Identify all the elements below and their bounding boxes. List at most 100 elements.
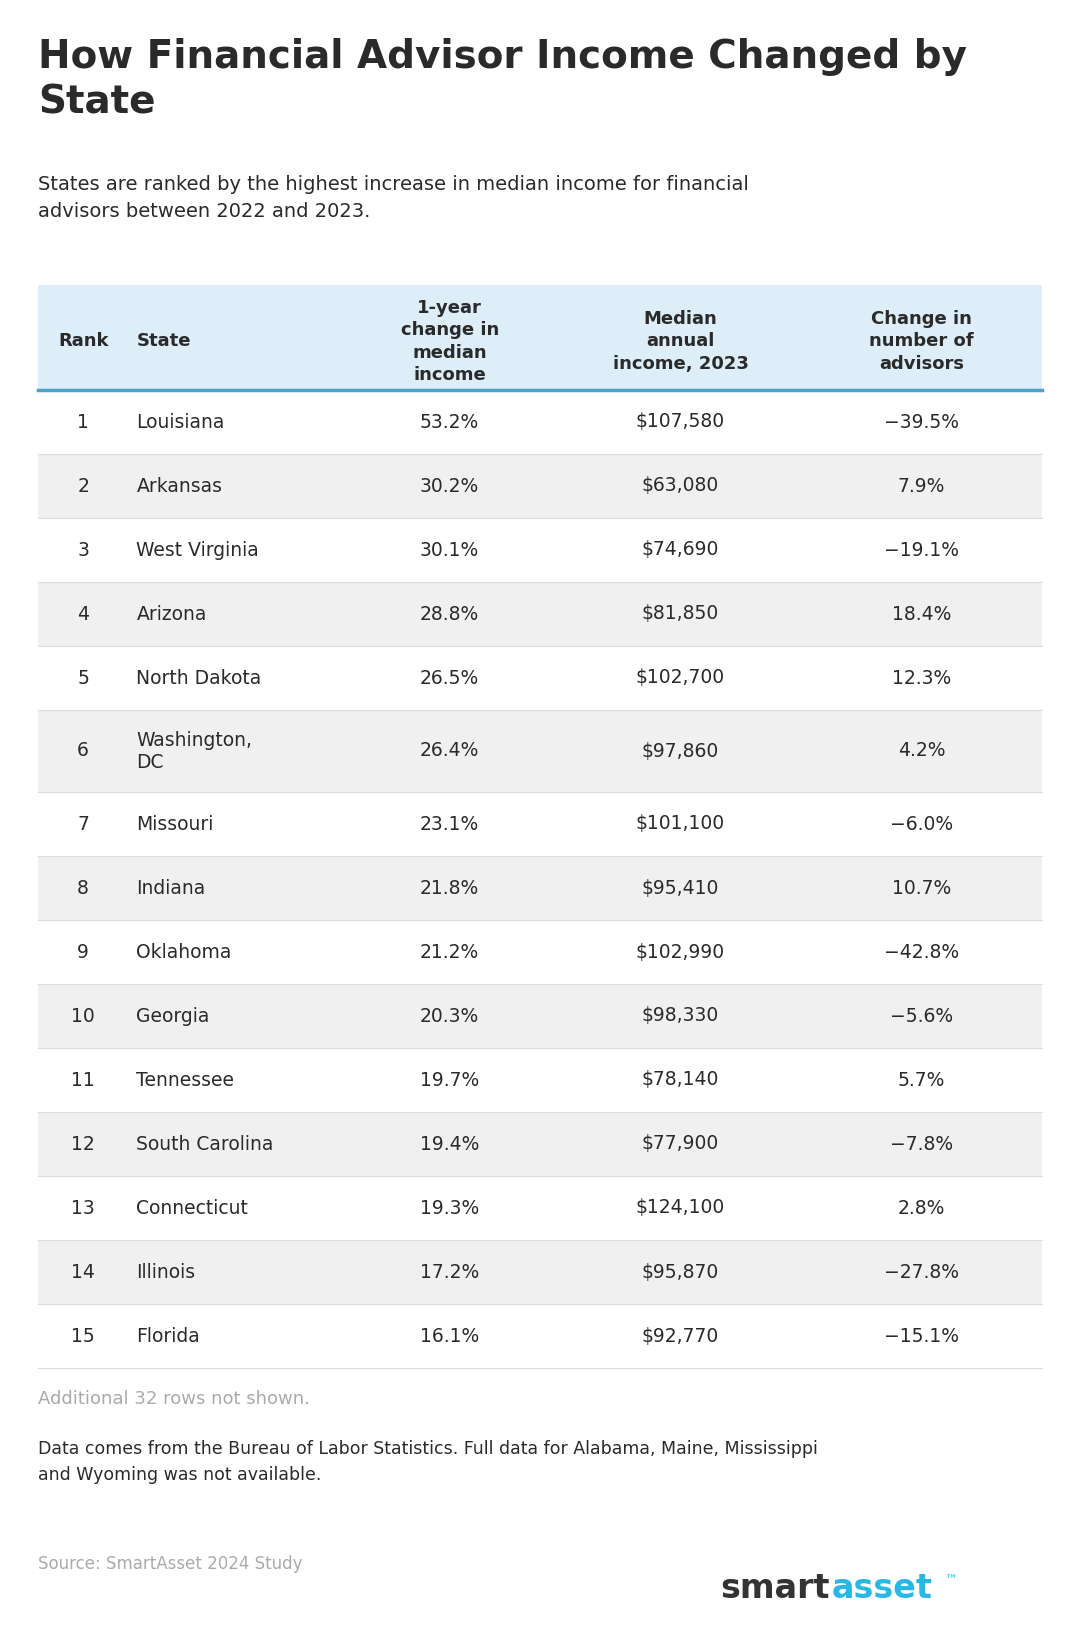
Bar: [38, 646, 1042, 711]
Text: 21.2%: 21.2%: [420, 943, 480, 961]
Text: 19.4%: 19.4%: [420, 1135, 480, 1153]
Text: $124,100: $124,100: [636, 1198, 725, 1218]
Text: 7.9%: 7.9%: [897, 476, 945, 496]
Text: 14: 14: [71, 1262, 95, 1281]
Bar: [38, 920, 1042, 984]
Text: 2.8%: 2.8%: [897, 1198, 945, 1218]
Text: Arizona: Arizona: [136, 605, 206, 623]
Bar: [38, 1176, 1042, 1241]
Bar: [38, 792, 1042, 855]
Text: $102,700: $102,700: [636, 668, 725, 688]
Text: 11: 11: [71, 1070, 95, 1089]
Text: South Carolina: South Carolina: [136, 1135, 273, 1153]
Bar: [38, 1241, 1042, 1304]
Text: 4: 4: [77, 605, 90, 623]
Text: 12.3%: 12.3%: [892, 668, 951, 688]
Text: $97,860: $97,860: [642, 741, 719, 761]
Text: North Dakota: North Dakota: [136, 668, 261, 688]
Text: −19.1%: −19.1%: [885, 540, 959, 559]
Text: State: State: [136, 332, 191, 351]
Bar: [38, 454, 1042, 519]
Text: 10: 10: [71, 1006, 95, 1026]
Text: 28.8%: 28.8%: [420, 605, 480, 623]
Text: 13: 13: [71, 1198, 95, 1218]
Bar: [38, 582, 1042, 646]
Text: 26.4%: 26.4%: [420, 741, 480, 761]
Text: −7.8%: −7.8%: [890, 1135, 953, 1153]
Bar: [38, 711, 1042, 792]
Text: 18.4%: 18.4%: [892, 605, 951, 623]
Text: Louisiana: Louisiana: [136, 413, 225, 431]
Text: Connecticut: Connecticut: [136, 1198, 248, 1218]
Text: 15: 15: [71, 1327, 95, 1345]
Text: 30.2%: 30.2%: [420, 476, 480, 496]
Text: 6: 6: [78, 741, 90, 761]
Text: $81,850: $81,850: [642, 605, 719, 623]
Bar: [38, 855, 1042, 920]
Text: asset: asset: [832, 1572, 933, 1605]
Text: Indiana: Indiana: [136, 878, 205, 898]
Text: 16.1%: 16.1%: [420, 1327, 480, 1345]
Text: 21.8%: 21.8%: [420, 878, 480, 898]
Bar: [38, 1304, 1042, 1367]
Text: Florida: Florida: [136, 1327, 200, 1345]
Text: Rank: Rank: [58, 332, 108, 351]
Text: Washington,
DC: Washington, DC: [136, 730, 253, 771]
Bar: [38, 1112, 1042, 1176]
Text: How Financial Advisor Income Changed by
State: How Financial Advisor Income Changed by …: [38, 37, 967, 122]
Text: Georgia: Georgia: [136, 1006, 210, 1026]
Text: $95,870: $95,870: [642, 1262, 719, 1281]
Bar: [38, 285, 1042, 390]
Text: 19.7%: 19.7%: [420, 1070, 480, 1089]
Text: $95,410: $95,410: [642, 878, 719, 898]
Text: −39.5%: −39.5%: [885, 413, 959, 431]
Text: 12: 12: [71, 1135, 95, 1153]
Text: 26.5%: 26.5%: [420, 668, 480, 688]
Text: West Virginia: West Virginia: [136, 540, 259, 559]
Text: Illinois: Illinois: [136, 1262, 195, 1281]
Text: −42.8%: −42.8%: [883, 943, 959, 961]
Text: −6.0%: −6.0%: [890, 815, 953, 834]
Text: −27.8%: −27.8%: [885, 1262, 959, 1281]
Text: Tennessee: Tennessee: [136, 1070, 234, 1089]
Text: $107,580: $107,580: [636, 413, 725, 431]
Text: 1-year
change in
median
income: 1-year change in median income: [401, 299, 499, 384]
Text: Data comes from the Bureau of Labor Statistics. Full data for Alabama, Maine, Mi: Data comes from the Bureau of Labor Stat…: [38, 1441, 818, 1483]
Text: 30.1%: 30.1%: [420, 540, 480, 559]
Text: Missouri: Missouri: [136, 815, 214, 834]
Text: 4.2%: 4.2%: [897, 741, 945, 761]
Text: 5: 5: [78, 668, 90, 688]
Text: 8: 8: [78, 878, 90, 898]
Text: $98,330: $98,330: [642, 1006, 719, 1026]
Text: 5.7%: 5.7%: [897, 1070, 945, 1089]
Bar: [38, 984, 1042, 1049]
Text: Oklahoma: Oklahoma: [136, 943, 232, 961]
Text: $102,990: $102,990: [636, 943, 725, 961]
Text: −5.6%: −5.6%: [890, 1006, 953, 1026]
Text: ™: ™: [944, 1574, 957, 1587]
Text: 10.7%: 10.7%: [892, 878, 951, 898]
Text: Change in
number of
advisors: Change in number of advisors: [869, 311, 974, 372]
Text: Median
annual
income, 2023: Median annual income, 2023: [612, 311, 748, 372]
Text: smart: smart: [720, 1572, 829, 1605]
Text: 20.3%: 20.3%: [420, 1006, 480, 1026]
Text: 9: 9: [78, 943, 90, 961]
Text: 1: 1: [78, 413, 90, 431]
Text: −15.1%: −15.1%: [885, 1327, 959, 1345]
Text: Arkansas: Arkansas: [136, 476, 222, 496]
Bar: [38, 1049, 1042, 1112]
Text: 3: 3: [78, 540, 90, 559]
Text: 19.3%: 19.3%: [420, 1198, 480, 1218]
Bar: [38, 519, 1042, 582]
Text: $77,900: $77,900: [642, 1135, 719, 1153]
Text: $63,080: $63,080: [642, 476, 719, 496]
Text: $74,690: $74,690: [642, 540, 719, 559]
Text: 17.2%: 17.2%: [420, 1262, 480, 1281]
Text: 2: 2: [78, 476, 90, 496]
Text: 23.1%: 23.1%: [420, 815, 480, 834]
Bar: [38, 390, 1042, 454]
Text: Additional 32 rows not shown.: Additional 32 rows not shown.: [38, 1390, 310, 1408]
Text: $101,100: $101,100: [636, 815, 725, 834]
Text: $92,770: $92,770: [642, 1327, 719, 1345]
Text: States are ranked by the highest increase in median income for financial
advisor: States are ranked by the highest increas…: [38, 176, 748, 221]
